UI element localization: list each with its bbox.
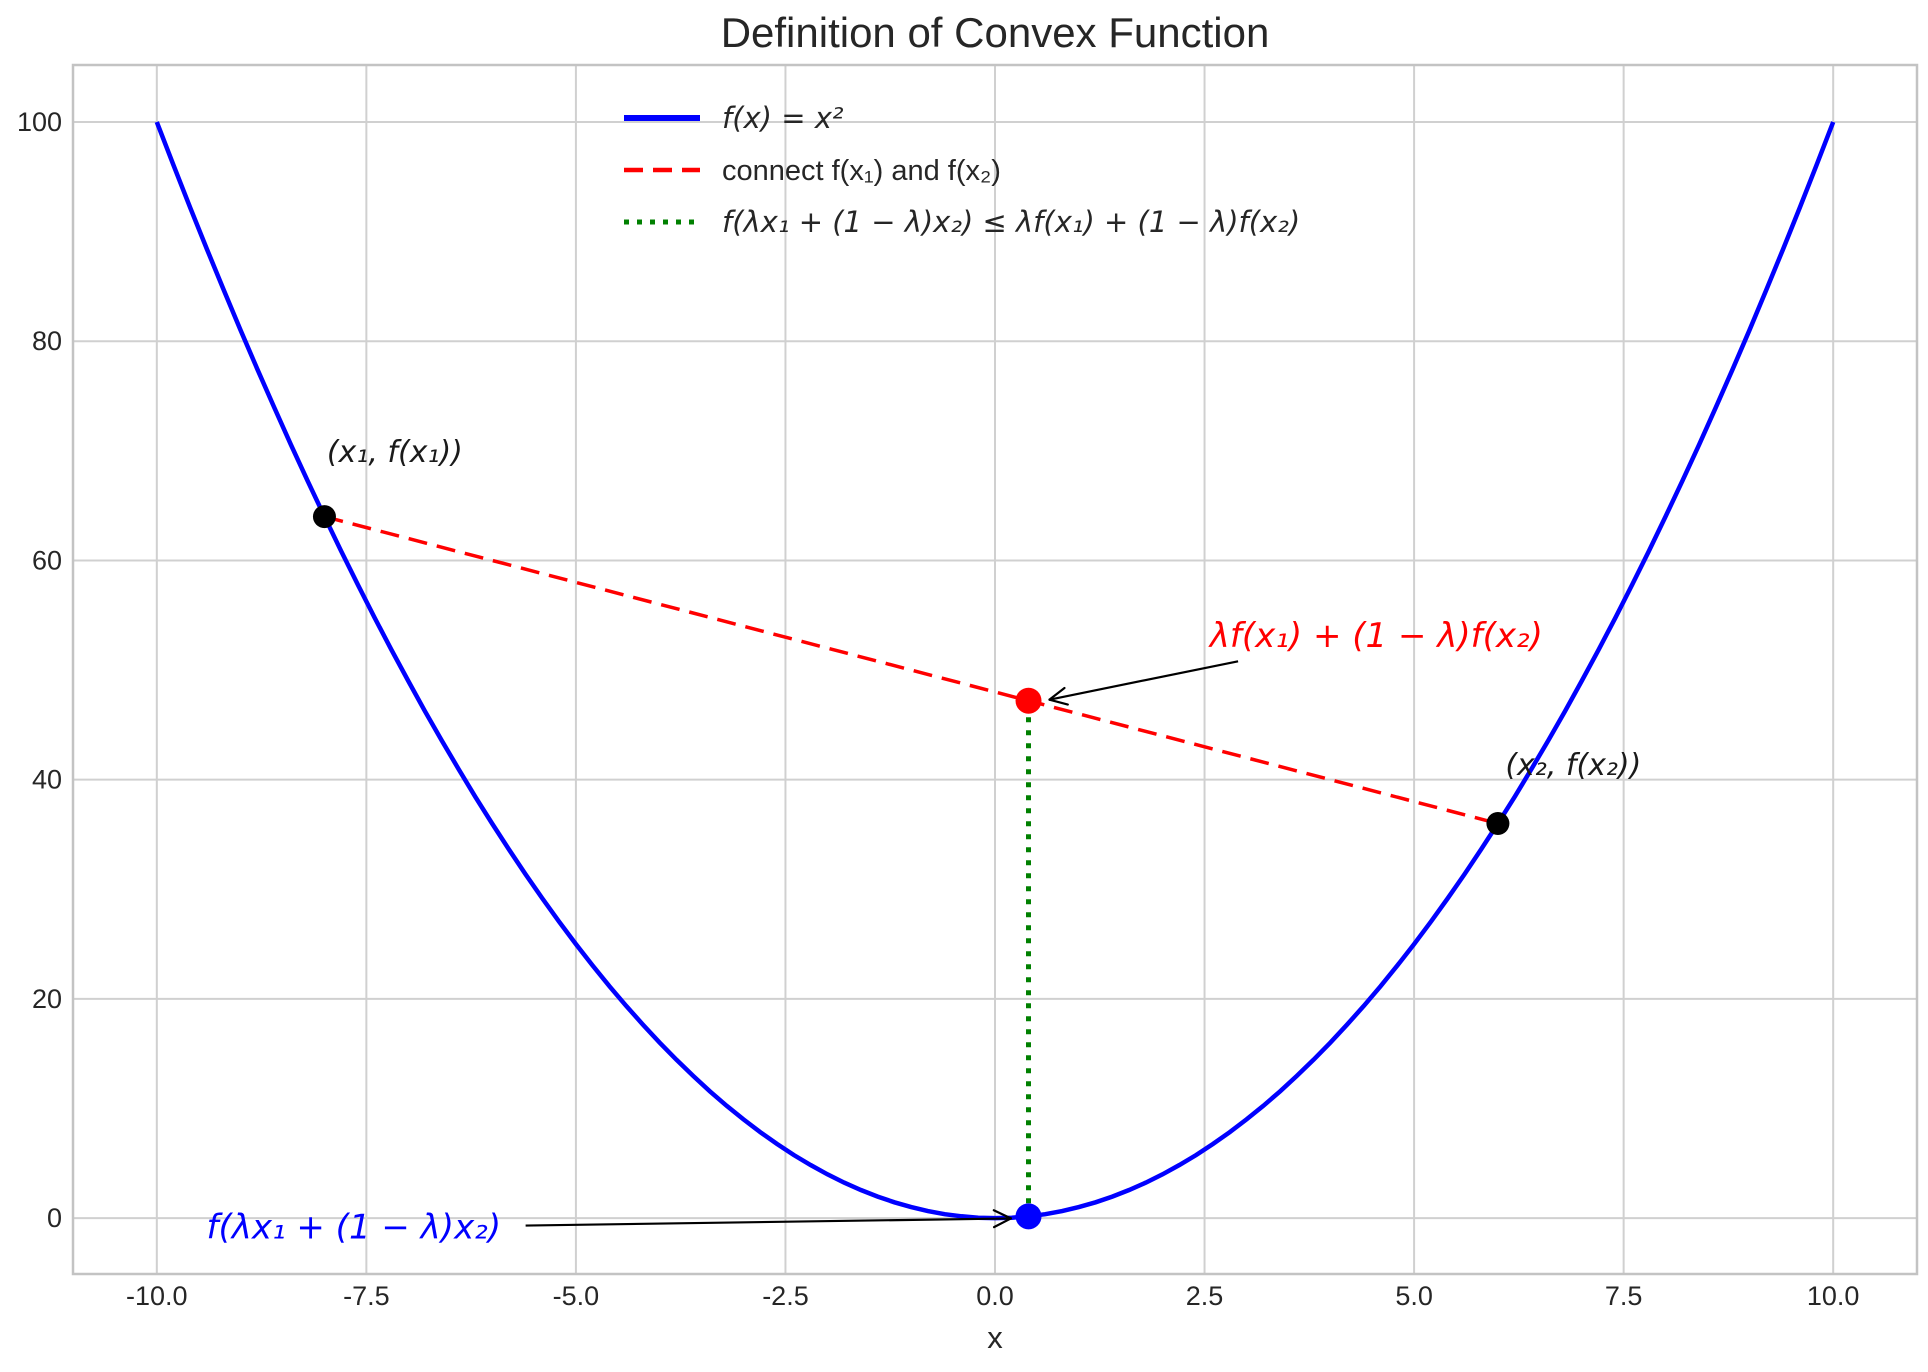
annotations-layer: λf(x₁) + (1 − λ)f(x₂) f(λx₁ + (1 − λ)x₂) [206, 616, 1542, 1248]
legend: f(x) = x² connect f(x₁) and f(x₂) f(λx₁ + … [624, 101, 1300, 239]
lower-annotation-arrowhead-lower [992, 1217, 1013, 1229]
y-axis-label: f(x) [0, 628, 2, 681]
lower-annotation-arrow-line [525, 1217, 1011, 1227]
y-tick-40: 40 [32, 765, 62, 795]
chart-title: Definition of Convex Function [721, 9, 1270, 56]
points-layer: (x₁, f(x₁)) (x₂, f(x₂)) [312, 435, 1641, 1230]
y-tick-100: 100 [17, 107, 62, 137]
x-tick--7.5: -7.5 [343, 1281, 390, 1311]
point-x1-label: (x₁, f(x₁)) [327, 435, 463, 470]
point-x1 [312, 505, 336, 529]
upper-annotation-text: λf(x₁) + (1 − λ)f(x₂) [1208, 616, 1543, 656]
tick-labels: -10.0 -7.5 -5.0 -2.5 0.0 2.5 5.0 7.5 10.0 0 20 40 60… [17, 107, 1860, 1311]
legend-item-interp: f(λx₁ + (1 − λ)x₂) ≤ λf(x₁) + (1 − λ)f(x… [624, 205, 1300, 239]
y-tick-80: 80 [32, 326, 62, 356]
x-tick-5.0: 5.0 [1395, 1281, 1433, 1311]
point-x2 [1486, 812, 1510, 836]
point-interp-lower [1015, 1203, 1042, 1230]
upper-annotation-arrowhead-lower [1048, 686, 1066, 701]
plot-frame [71, 63, 1919, 1276]
y-tick-20: 20 [32, 984, 62, 1014]
x-tick--5.0: -5.0 [553, 1281, 600, 1311]
upper-annotation: λf(x₁) + (1 − λ)f(x₂) [1048, 616, 1543, 706]
legend-label-interp: f(λx₁ + (1 − λ)x₂) ≤ λf(x₁) + (1 − λ)f(x… [722, 205, 1300, 239]
legend-label-curve: f(x) = x² [722, 101, 844, 135]
x-tick--10.0: -10.0 [126, 1281, 188, 1311]
y-tick-60: 60 [32, 545, 62, 575]
point-x2-label: (x₂, f(x₂)) [1505, 748, 1641, 783]
x-tick-0.0: 0.0 [976, 1281, 1014, 1311]
lower-annotation: f(λx₁ + (1 − λ)x₂) [206, 1208, 1013, 1248]
upper-annotation-arrowhead-upper [1048, 698, 1069, 706]
x-tick-10.0: 10.0 [1807, 1281, 1860, 1311]
x-tick--2.5: -2.5 [762, 1281, 809, 1311]
upper-annotation-arrow-line [1049, 660, 1239, 701]
x-axis-label: x [987, 1320, 1003, 1355]
x-tick-2.5: 2.5 [1186, 1281, 1224, 1311]
legend-label-chord: connect f(x₁) and f(x₂) [722, 155, 1001, 187]
lower-annotation-arrowhead-upper [992, 1209, 1013, 1220]
legend-item-chord: connect f(x₁) and f(x₂) [624, 155, 1001, 187]
legend-item-curve: f(x) = x² [624, 101, 844, 135]
x-tick-7.5: 7.5 [1605, 1281, 1643, 1311]
y-tick-0: 0 [47, 1203, 62, 1233]
point-interp-upper [1015, 687, 1042, 714]
lower-annotation-text: f(λx₁ + (1 − λ)x₂) [206, 1208, 501, 1248]
